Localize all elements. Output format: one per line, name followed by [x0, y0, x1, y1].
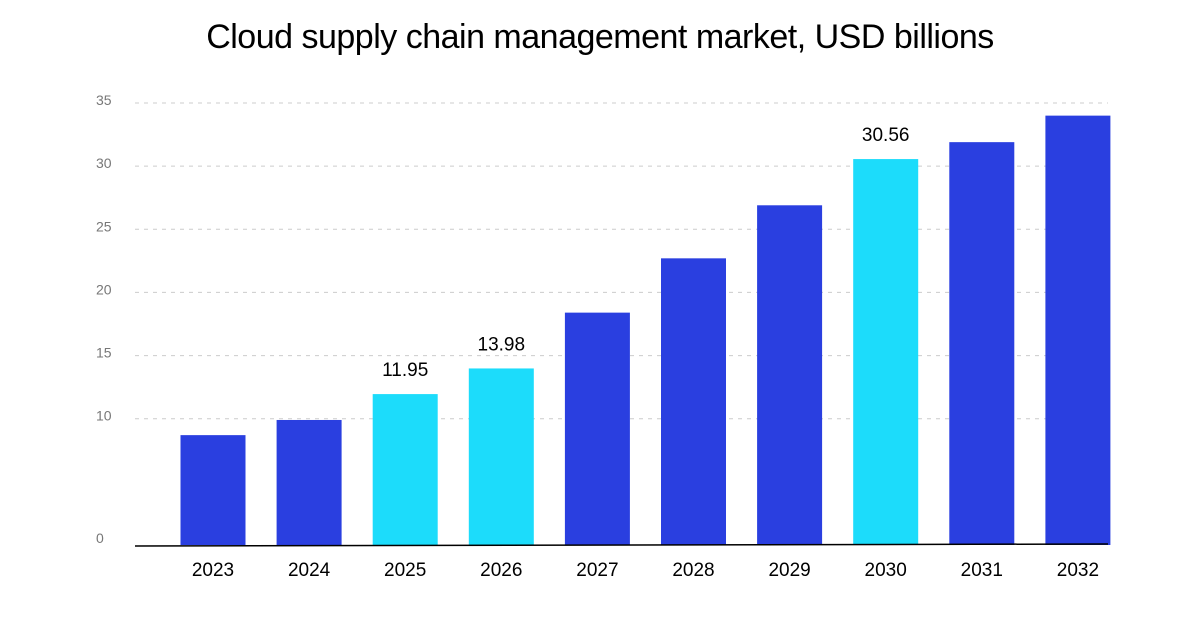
bar-2031	[949, 142, 1015, 546]
chart-title: Cloud supply chain management market, US…	[206, 18, 994, 56]
data-labels: 11.95 13.98 30.56	[382, 125, 909, 381]
bar-2024	[276, 419, 342, 545]
y-tick-label: 15	[96, 345, 112, 361]
y-tick-label: 0	[96, 530, 104, 546]
y-axis-ticks: 0 10 15 20 25 30 35	[96, 92, 112, 546]
x-axis-line	[134, 543, 1109, 547]
x-tick-label: 2024	[288, 560, 331, 581]
y-tick-label: 10	[96, 408, 112, 424]
y-tick-label: 30	[96, 155, 112, 171]
y-tick-label: 25	[96, 218, 112, 234]
bar-2027	[564, 312, 630, 545]
bar-2023	[180, 435, 246, 545]
bar-2029	[757, 205, 823, 545]
bar-2026	[468, 368, 534, 545]
bar-2025	[372, 394, 438, 545]
x-tick-label: 2023	[192, 560, 234, 581]
x-tick-label: 2029	[768, 560, 810, 581]
x-tick-label: 2027	[576, 560, 618, 581]
bars	[180, 115, 1111, 546]
data-label-2026: 13.98	[478, 334, 526, 355]
x-axis-ticks: 2023 2024 2025 2026 2027 2028 2029 2030 2031 2032	[192, 560, 1099, 581]
bar-2030	[853, 159, 919, 545]
x-tick-label: 2025	[384, 560, 426, 581]
y-tick-label: 35	[96, 92, 112, 108]
x-tick-label: 2030	[865, 560, 907, 581]
bar-2028	[661, 258, 726, 545]
x-tick-label: 2031	[961, 560, 1003, 581]
x-tick-label: 2028	[672, 560, 714, 581]
data-label-2025: 11.95	[382, 360, 428, 381]
bar-2032	[1045, 115, 1111, 545]
x-tick-label: 2032	[1057, 560, 1099, 581]
y-tick-label: 20	[96, 281, 112, 297]
data-label-2030: 30.56	[862, 125, 910, 146]
x-tick-label: 2026	[480, 560, 522, 581]
